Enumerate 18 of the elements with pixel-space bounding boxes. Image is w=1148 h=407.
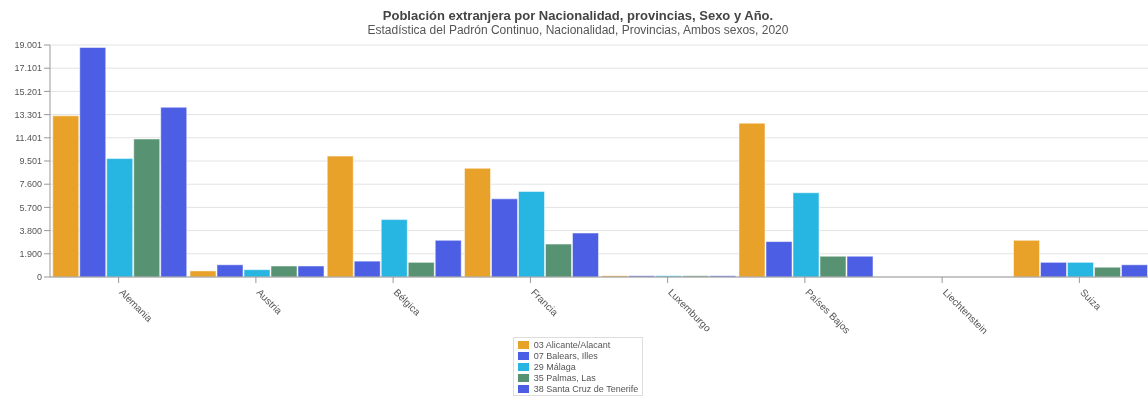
- y-tick-label: 11.401: [15, 132, 42, 143]
- y-tick-label: 13.301: [14, 109, 42, 120]
- chart-title: Población extranjera por Nacionalidad, provincias, Sexo y Año.: [381, 8, 775, 23]
- y-tick-label: 9.501: [19, 156, 42, 167]
- y-tick-label: 3.800: [19, 225, 42, 236]
- legend-label: 29 Málaga: [533, 361, 576, 372]
- y-tick-label: 7.600: [19, 179, 42, 190]
- y-tick-label: 0: [36, 272, 42, 283]
- y-tick-label: 19.001: [14, 40, 42, 51]
- legend-label: 07 Balears, Illes: [533, 350, 598, 361]
- legend-label: 38 Santa Cruz de Tenerife: [533, 383, 639, 394]
- legend-label: 35 Palmas, Las: [533, 372, 596, 383]
- y-tick-label: 1.900: [19, 249, 42, 259]
- y-tick-label: 5.700: [19, 202, 42, 213]
- chart-subtitle: Estadística del Padrón Continuo, Nacionalidad, Provincias, Ambos sexos, 2020: [366, 23, 790, 37]
- y-tick-label: 17.101: [14, 63, 42, 74]
- y-tick-label: 15.201: [14, 86, 42, 97]
- legend-label: 03 Alicante/Alacant: [533, 339, 611, 350]
